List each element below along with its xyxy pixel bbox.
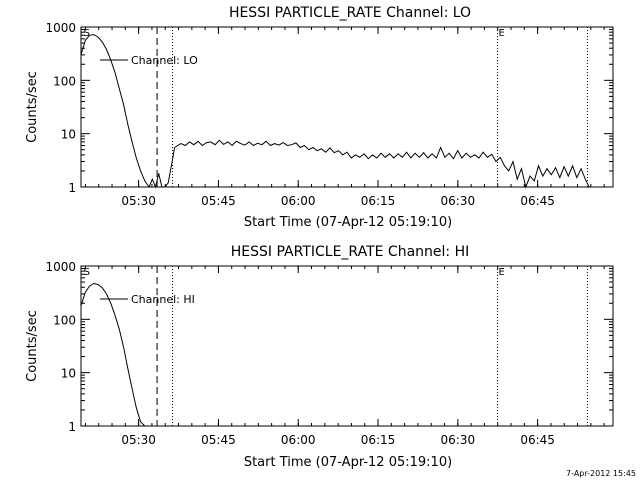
- plot-frame: [80, 265, 614, 427]
- y-axis-label: Counts/sec: [25, 71, 40, 143]
- x-tick-label: 05:45: [201, 433, 236, 447]
- interval-marker-s: S: [84, 267, 90, 278]
- y-tick-label: 100: [53, 313, 76, 327]
- y-tick-label: 100: [53, 74, 76, 88]
- y-tick-label: 1: [68, 420, 76, 434]
- interval-marker-e: E: [499, 267, 505, 278]
- x-ticks: 05:30 05:45 06:00 06:15 06:30 06:45: [84, 266, 605, 447]
- plot-frame: [80, 26, 614, 188]
- x-tick-label: 06:15: [361, 194, 396, 208]
- x-tick-label: 05:45: [201, 194, 236, 208]
- series-line: [80, 282, 146, 427]
- y-axis-label: Counts/sec: [25, 310, 40, 382]
- chart-title: HESSI PARTICLE_RATE Channel: HI: [231, 244, 469, 260]
- x-tick-label: 06:00: [281, 433, 316, 447]
- legend-label: Channel: HI: [131, 293, 195, 306]
- legend: Channel: LO: [100, 54, 198, 67]
- x-tick-label: 06:00: [281, 194, 316, 208]
- y-tick-label: 10: [61, 367, 76, 381]
- y-tick-label: 1000: [45, 260, 76, 274]
- y-tick-label: 1: [68, 181, 76, 195]
- series-group: [80, 34, 590, 189]
- x-tick-label: 06:30: [441, 433, 476, 447]
- x-tick-label: 06:30: [441, 194, 476, 208]
- x-tick-label: 06:45: [520, 194, 555, 208]
- interval-marker-e: E: [499, 28, 505, 39]
- series-line: [80, 34, 590, 189]
- y-ticks: 1 10 100 1000: [45, 260, 613, 434]
- footer-timestamp: 7-Apr-2012 15:45: [566, 469, 636, 478]
- reference-lines: [156, 27, 588, 187]
- chart-title: HESSI PARTICLE_RATE Channel: LO: [229, 5, 471, 21]
- y-tick-label: 10: [61, 128, 76, 142]
- interval-marker-s: S: [84, 28, 90, 39]
- x-tick-label: 05:30: [121, 194, 156, 208]
- reference-lines: [156, 266, 588, 426]
- legend: Channel: HI: [100, 293, 195, 306]
- chart-panel-lo: HESSI PARTICLE_RATE Channel: LO Counts/s…: [25, 5, 614, 230]
- y-ticks: 1 10 100 1000: [45, 21, 613, 195]
- x-tick-label: 06:15: [361, 433, 396, 447]
- x-tick-label: 05:30: [121, 433, 156, 447]
- chart-panel-hi: HESSI PARTICLE_RATE Channel: HI Counts/s…: [25, 244, 614, 470]
- y-tick-label: 1000: [45, 21, 76, 35]
- x-ticks: 05:30 05:45 06:00 06:15 06:30 06:45: [84, 27, 605, 208]
- series-group: [80, 282, 146, 427]
- x-axis-label: Start Time (07-Apr-12 05:19:10): [244, 215, 452, 230]
- legend-label: Channel: LO: [131, 54, 198, 67]
- x-tick-label: 06:45: [520, 433, 555, 447]
- x-axis-label: Start Time (07-Apr-12 05:19:10): [244, 455, 452, 470]
